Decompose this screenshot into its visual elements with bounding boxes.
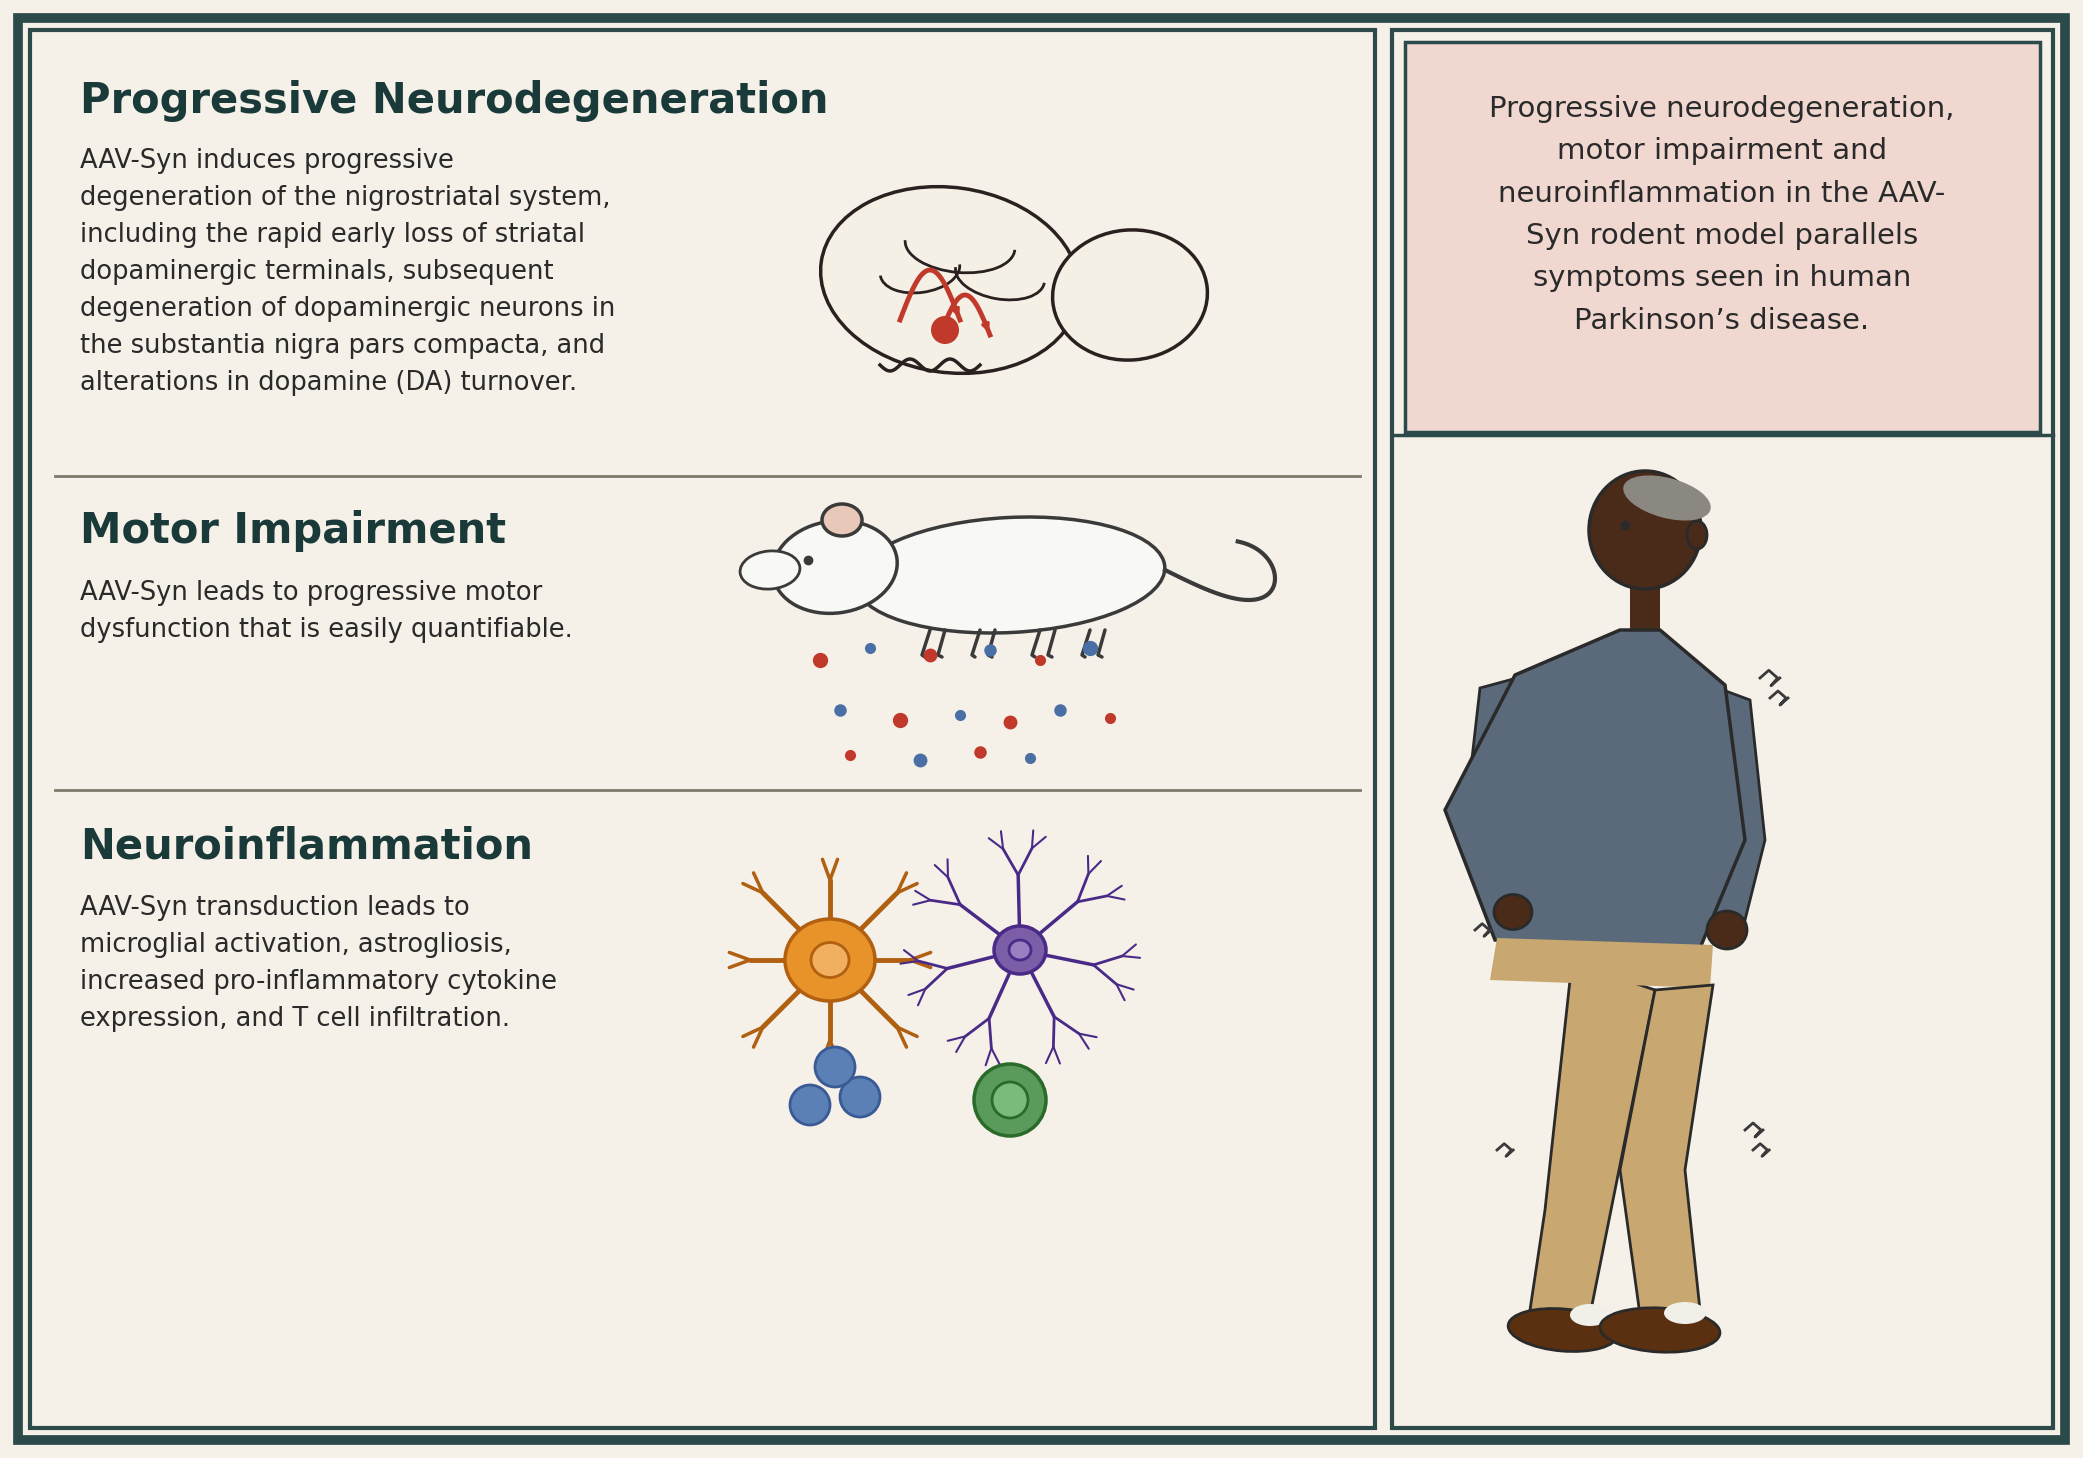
Ellipse shape	[821, 187, 1079, 373]
Ellipse shape	[739, 551, 800, 589]
FancyBboxPatch shape	[19, 17, 2064, 1441]
Ellipse shape	[1508, 1308, 1618, 1352]
Circle shape	[992, 1082, 1029, 1118]
Circle shape	[975, 1064, 1046, 1136]
Ellipse shape	[1589, 471, 1702, 589]
Polygon shape	[1531, 980, 1656, 1315]
Polygon shape	[1464, 678, 1546, 910]
Text: AAV-Syn leads to progressive motor
dysfunction that is easily quantifiable.: AAV-Syn leads to progressive motor dysfu…	[79, 580, 573, 643]
Text: Neuroinflammation: Neuroinflammation	[79, 825, 533, 868]
Ellipse shape	[1052, 230, 1208, 360]
Ellipse shape	[823, 504, 862, 537]
Ellipse shape	[810, 942, 850, 977]
FancyBboxPatch shape	[1631, 585, 1660, 636]
Ellipse shape	[1571, 1303, 1610, 1325]
Text: Progressive Neurodegeneration: Progressive Neurodegeneration	[79, 80, 829, 122]
Text: Progressive neurodegeneration,
motor impairment and
neuroinflammation in the AAV: Progressive neurodegeneration, motor imp…	[1489, 95, 1954, 334]
FancyBboxPatch shape	[29, 31, 1375, 1427]
Circle shape	[789, 1085, 829, 1126]
Ellipse shape	[785, 919, 875, 1002]
Ellipse shape	[1687, 521, 1706, 550]
Ellipse shape	[1494, 895, 1531, 930]
Ellipse shape	[994, 926, 1046, 974]
Polygon shape	[1489, 937, 1712, 989]
Circle shape	[814, 1047, 854, 1088]
Circle shape	[839, 1077, 879, 1117]
Ellipse shape	[773, 521, 898, 614]
Text: AAV-Syn induces progressive
degeneration of the nigrostriatal system,
including : AAV-Syn induces progressive degeneration…	[79, 149, 614, 397]
FancyBboxPatch shape	[1406, 42, 2039, 432]
Text: AAV-Syn transduction leads to
microglial activation, astrogliosis,
increased pro: AAV-Syn transduction leads to microglial…	[79, 895, 556, 1032]
Polygon shape	[1696, 690, 1764, 921]
Ellipse shape	[1623, 475, 1710, 521]
Polygon shape	[1621, 986, 1712, 1315]
Ellipse shape	[1600, 1308, 1721, 1352]
FancyBboxPatch shape	[1391, 31, 2054, 1427]
Ellipse shape	[1664, 1302, 1706, 1324]
Ellipse shape	[1008, 940, 1031, 959]
Text: Motor Impairment: Motor Impairment	[79, 510, 506, 553]
Ellipse shape	[1706, 911, 1748, 949]
Ellipse shape	[856, 518, 1164, 633]
Polygon shape	[1446, 630, 1746, 959]
Circle shape	[931, 316, 958, 344]
